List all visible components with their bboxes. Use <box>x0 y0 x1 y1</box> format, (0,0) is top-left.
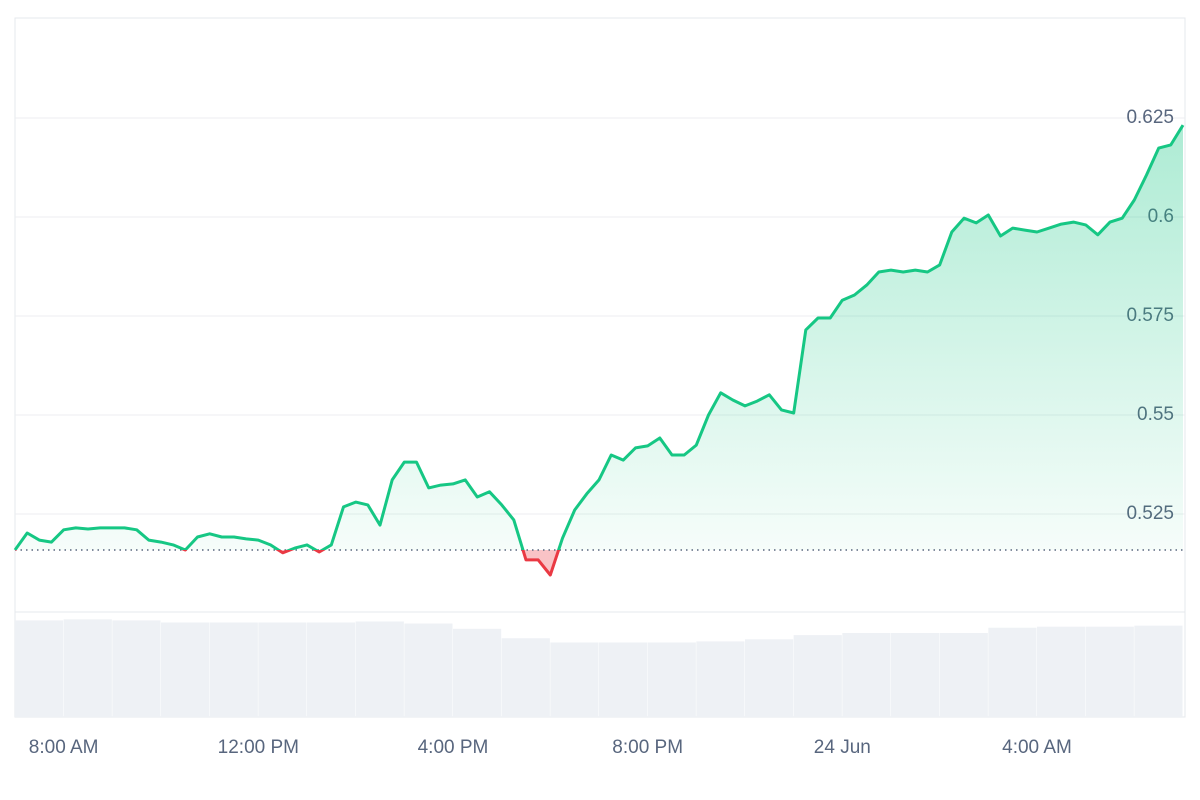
volume-bar <box>15 620 64 717</box>
price-line <box>13 124 1185 551</box>
volume-bar <box>550 642 599 717</box>
volume-bar <box>355 621 404 717</box>
volume-bar <box>1134 625 1183 717</box>
volume-bar <box>1085 626 1134 717</box>
volume-bar <box>696 641 745 717</box>
area-up <box>15 125 1183 551</box>
x-tick-label: 8:00 PM <box>612 737 683 758</box>
volume-bar <box>599 642 648 717</box>
x-tick-label: 4:00 AM <box>1002 737 1072 758</box>
volume-bar <box>258 622 307 717</box>
volume-bar <box>745 639 794 717</box>
y-tick-label: 0.625 <box>1126 107 1174 128</box>
volume-bar <box>112 620 161 717</box>
volume-bar <box>501 638 550 717</box>
x-tick-label: 24 Jun <box>814 737 871 758</box>
volume-bar <box>161 622 210 717</box>
volume-bar <box>939 633 988 717</box>
x-tick-label: 12:00 PM <box>218 737 299 758</box>
volume-bar <box>307 622 356 717</box>
volume-bar <box>842 633 891 717</box>
volume-bar <box>453 628 502 717</box>
volume-bar <box>209 622 258 717</box>
volume-bar <box>63 619 112 717</box>
volume-bar <box>404 623 453 717</box>
volume-bar <box>793 635 842 717</box>
volume-bar <box>891 633 940 717</box>
volume-bar <box>1037 626 1086 717</box>
area-down <box>278 550 559 575</box>
volume-bar <box>988 627 1037 717</box>
x-tick-label: 8:00 AM <box>29 737 99 758</box>
x-tick-label: 4:00 PM <box>418 737 489 758</box>
volume-bar <box>647 642 696 717</box>
